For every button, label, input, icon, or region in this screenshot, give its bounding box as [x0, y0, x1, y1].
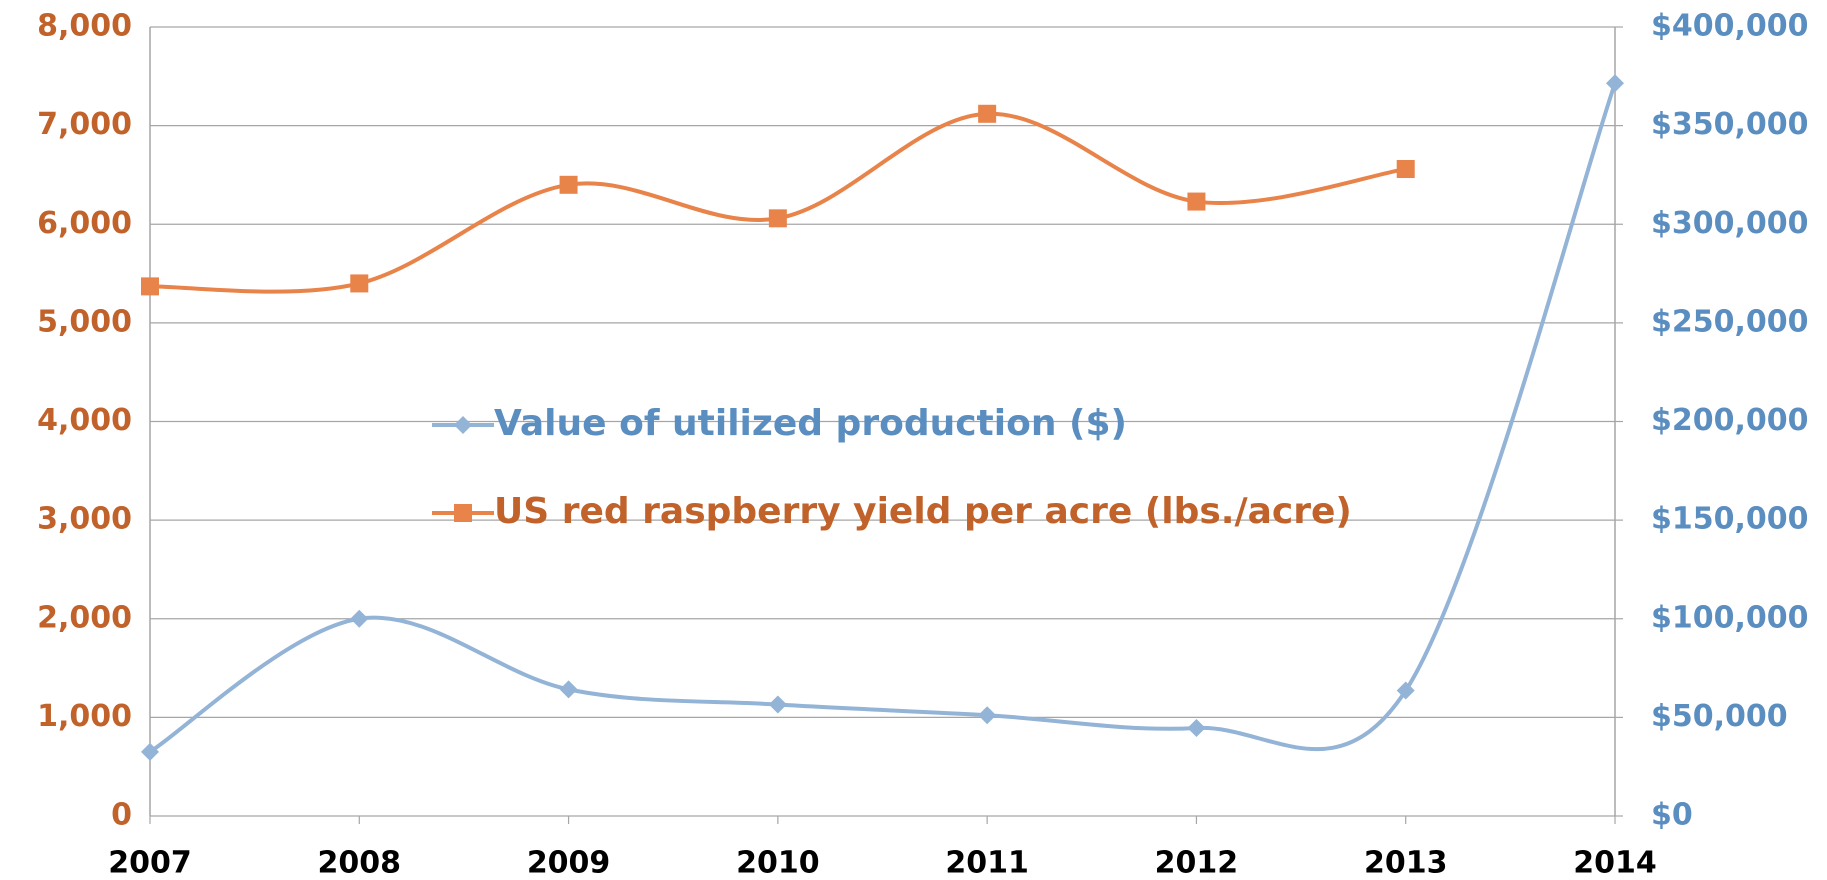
y2-tick-label: $150,000 — [1651, 502, 1809, 537]
marker — [1396, 681, 1415, 700]
series-line — [148, 82, 1617, 754]
marker — [978, 104, 997, 123]
y-tick-label: 7,000 — [37, 107, 132, 142]
marker — [350, 274, 369, 293]
marker — [559, 680, 578, 699]
y2-tick-label: $250,000 — [1651, 304, 1809, 339]
x-tick-label: 2011 — [945, 846, 1029, 877]
x-tick-label: 2013 — [1364, 846, 1448, 877]
y2-tick-label: $300,000 — [1651, 206, 1809, 241]
legend-label: Value of utilized production ($) — [494, 403, 1127, 444]
y-tick-label: 5,000 — [37, 304, 132, 339]
marker — [1606, 74, 1624, 93]
y-tick-label: 8,000 — [37, 9, 132, 44]
y2-tick-label: $400,000 — [1651, 9, 1809, 44]
marker — [768, 695, 787, 714]
x-tick-label: 2014 — [1573, 846, 1657, 877]
y2-tick-label: $350,000 — [1651, 107, 1809, 142]
marker — [1396, 160, 1415, 179]
y-tick-label: 3,000 — [37, 502, 132, 537]
x-tick-label: 2010 — [736, 846, 820, 877]
marker — [141, 277, 159, 296]
marker — [978, 706, 997, 725]
y2-tick-label: $100,000 — [1651, 600, 1809, 635]
legend-label: US red raspberry yield per acre (lbs./ac… — [494, 491, 1352, 532]
marker — [350, 609, 369, 628]
y-tick-label: 1,000 — [37, 699, 132, 734]
marker — [141, 742, 159, 761]
legend-marker — [454, 416, 472, 434]
y-tick-label: 4,000 — [37, 403, 132, 438]
x-tick-label: 2007 — [108, 846, 192, 877]
y-tick-label: 0 — [111, 798, 132, 833]
x-tick-label: 2012 — [1155, 846, 1239, 877]
marker — [559, 175, 578, 194]
x-tick-label: 2009 — [527, 846, 611, 877]
y-tick-label: 2,000 — [37, 600, 132, 635]
marker — [768, 209, 787, 228]
y2-tick-label: $0 — [1651, 798, 1693, 833]
marker — [1187, 719, 1206, 738]
y2-tick-label: $50,000 — [1651, 699, 1788, 734]
marker — [1187, 192, 1206, 211]
y2-tick-label: $200,000 — [1651, 403, 1809, 438]
y-tick-label: 6,000 — [37, 206, 132, 241]
series-line — [149, 111, 1407, 294]
legend-marker — [454, 504, 472, 522]
x-tick-label: 2008 — [318, 846, 402, 877]
